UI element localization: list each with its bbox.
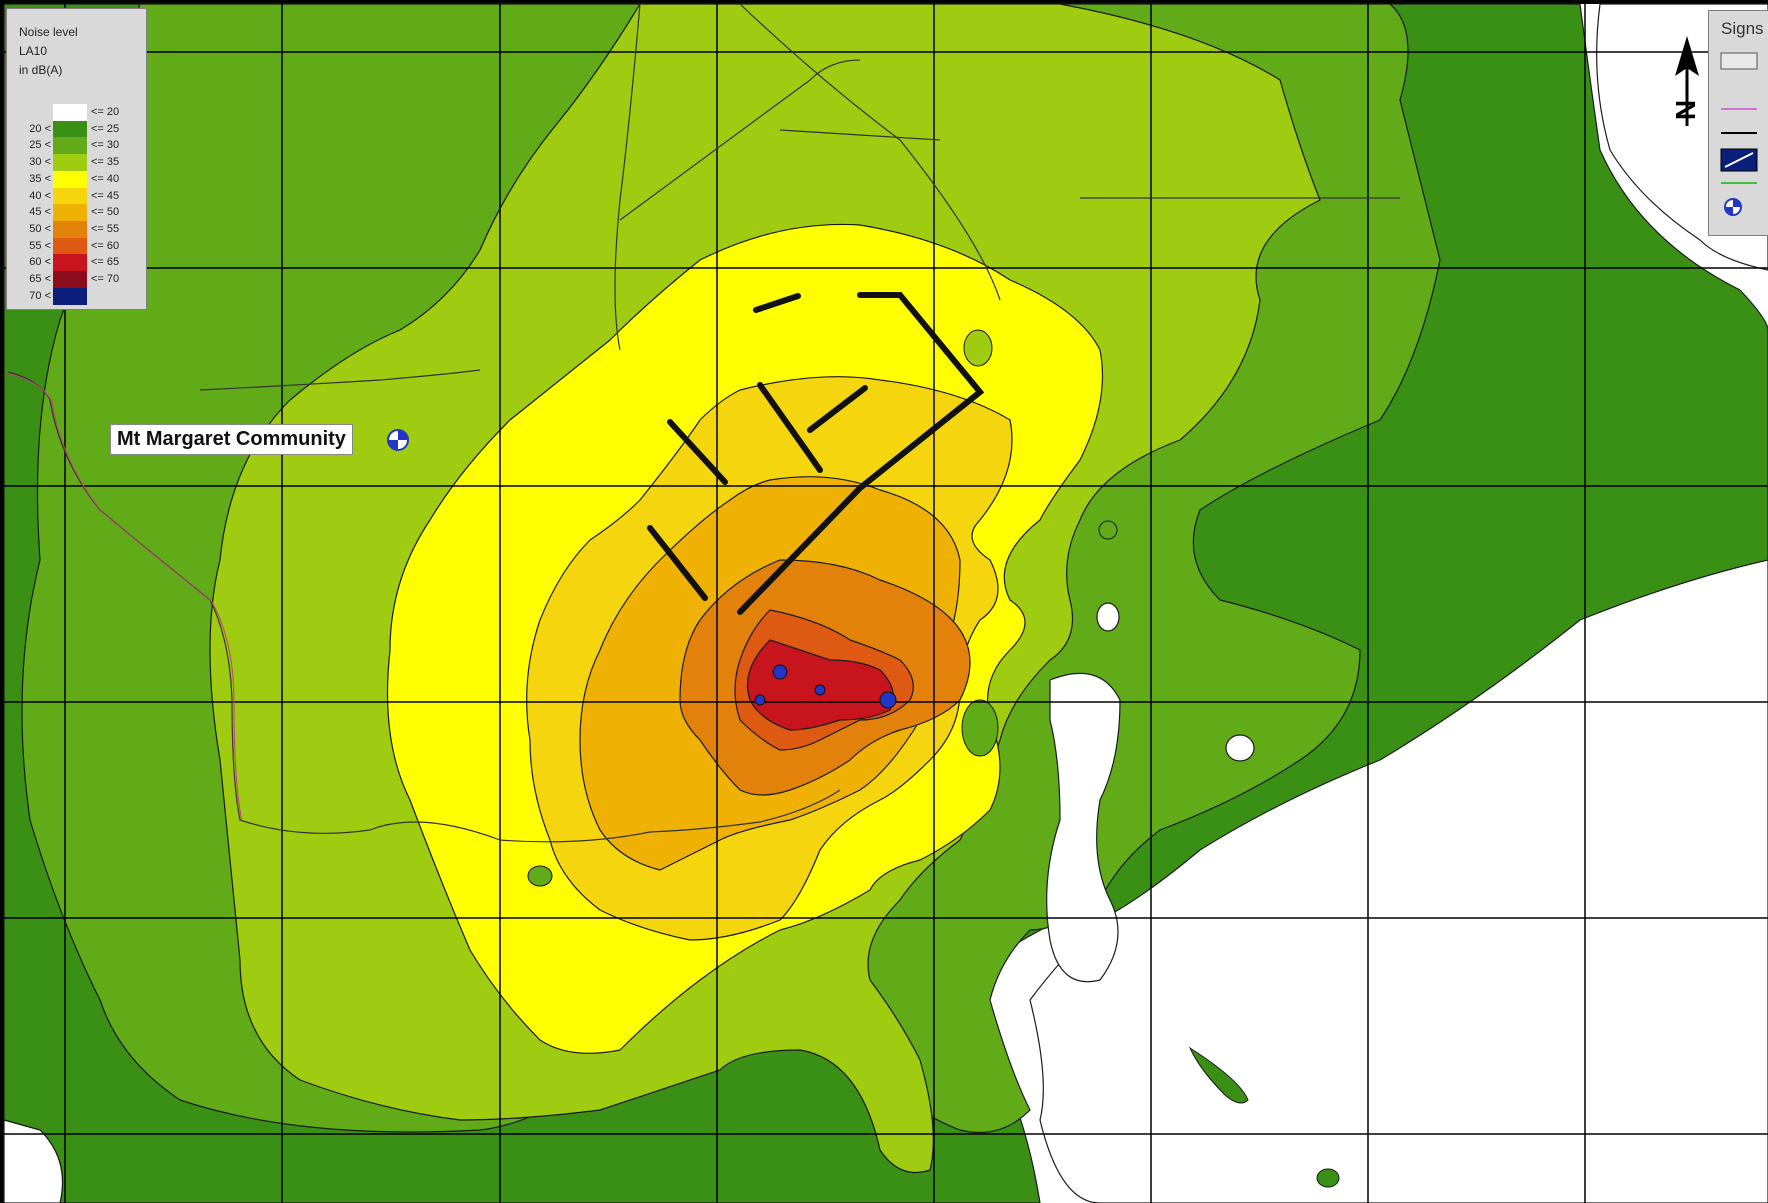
legend-band-lower: 65 < bbox=[29, 273, 51, 285]
legend-band-lower: 55 < bbox=[29, 239, 51, 252]
legend-band-lower: 20 < bbox=[29, 122, 51, 135]
legend-band-lower: 35 < bbox=[29, 172, 51, 185]
legend-band: 30 < <= 35 bbox=[7, 154, 146, 172]
legend-band: 65 < <= 70 bbox=[7, 271, 146, 288]
legend-band: 25 < <= 30 bbox=[7, 137, 146, 155]
noise-legend: Noise level LA10 in dB(A) <= 20 20 < <= 25… bbox=[6, 8, 147, 310]
legend-band: 20 < <= 25 bbox=[7, 120, 146, 138]
legend-band-upper: <= 60 bbox=[91, 239, 120, 252]
legend-band-lower: 30 < bbox=[29, 156, 51, 169]
legend-band-upper: <= 55 bbox=[91, 222, 120, 235]
legend-band-swatch bbox=[53, 137, 87, 155]
legend-band: <= 20 bbox=[7, 104, 146, 121]
legend-band-upper: <= 65 bbox=[91, 256, 120, 269]
legend-band-swatch bbox=[53, 287, 87, 305]
legend-band-lower: 25 < bbox=[29, 139, 51, 152]
legend-band: 50 < <= 55 bbox=[7, 220, 146, 238]
legend-band-upper: <= 40 bbox=[91, 172, 120, 185]
north-label: N bbox=[1670, 100, 1701, 120]
legend-band: 55 < <= 60 bbox=[7, 237, 146, 255]
signs-title: Signs bbox=[1721, 19, 1764, 38]
legend-band-upper: <= 35 bbox=[91, 156, 120, 169]
legend-band-swatch bbox=[53, 254, 87, 272]
legend-band-swatch bbox=[53, 220, 87, 238]
legend-band: 60 < <= 65 bbox=[7, 254, 146, 272]
place-label: Mt Margaret Community bbox=[110, 424, 353, 455]
site-points bbox=[754, 664, 897, 709]
north-arrow-icon: N bbox=[1670, 36, 1701, 126]
legend-band-swatch bbox=[53, 154, 87, 172]
legend-band-swatch bbox=[53, 170, 87, 188]
legend-title: Noise level LA10 in dB(A) bbox=[19, 23, 78, 80]
legend-title-line: Noise level bbox=[19, 25, 78, 39]
legend-band-lower: 40 < bbox=[29, 189, 51, 202]
legend-band-swatch bbox=[53, 237, 87, 255]
legend-band-swatch bbox=[53, 271, 87, 288]
legend-band-upper: <= 20 bbox=[91, 106, 120, 118]
receiver-point-icon bbox=[387, 429, 409, 451]
islands bbox=[527, 329, 1340, 1188]
legend-band-lower: 70 < bbox=[29, 289, 51, 302]
legend-title-line: LA10 bbox=[19, 44, 48, 58]
sign-area-symbol bbox=[1720, 52, 1758, 70]
legend-band-upper: <= 50 bbox=[91, 206, 120, 219]
legend-band-swatch bbox=[53, 187, 87, 205]
site-infrastructure bbox=[647, 292, 985, 615]
legend-band-upper: <= 25 bbox=[91, 122, 120, 135]
legend-band: 35 < <= 40 bbox=[7, 170, 146, 188]
legend-title-line: in dB(A) bbox=[19, 63, 63, 77]
legend-band-upper: <= 70 bbox=[91, 273, 120, 285]
legend-band-swatch bbox=[53, 104, 87, 121]
legend-band-swatch bbox=[53, 204, 87, 222]
legend-band: 40 < <= 45 bbox=[7, 187, 146, 205]
legend-band-upper: <= 30 bbox=[91, 139, 120, 152]
signs-legend: Signs bbox=[1708, 10, 1768, 236]
legend-band-lower: 60 < bbox=[29, 256, 51, 269]
legend-band-lower: 50 < bbox=[29, 222, 51, 235]
road-pink bbox=[9, 373, 243, 823]
legend-band: 45 < <= 50 bbox=[7, 204, 146, 222]
legend-band-lower: 45 < bbox=[29, 206, 51, 219]
legend-band-swatch bbox=[53, 120, 87, 138]
legend-band: 70 < bbox=[7, 287, 146, 305]
legend-band-upper: <= 45 bbox=[91, 189, 120, 202]
